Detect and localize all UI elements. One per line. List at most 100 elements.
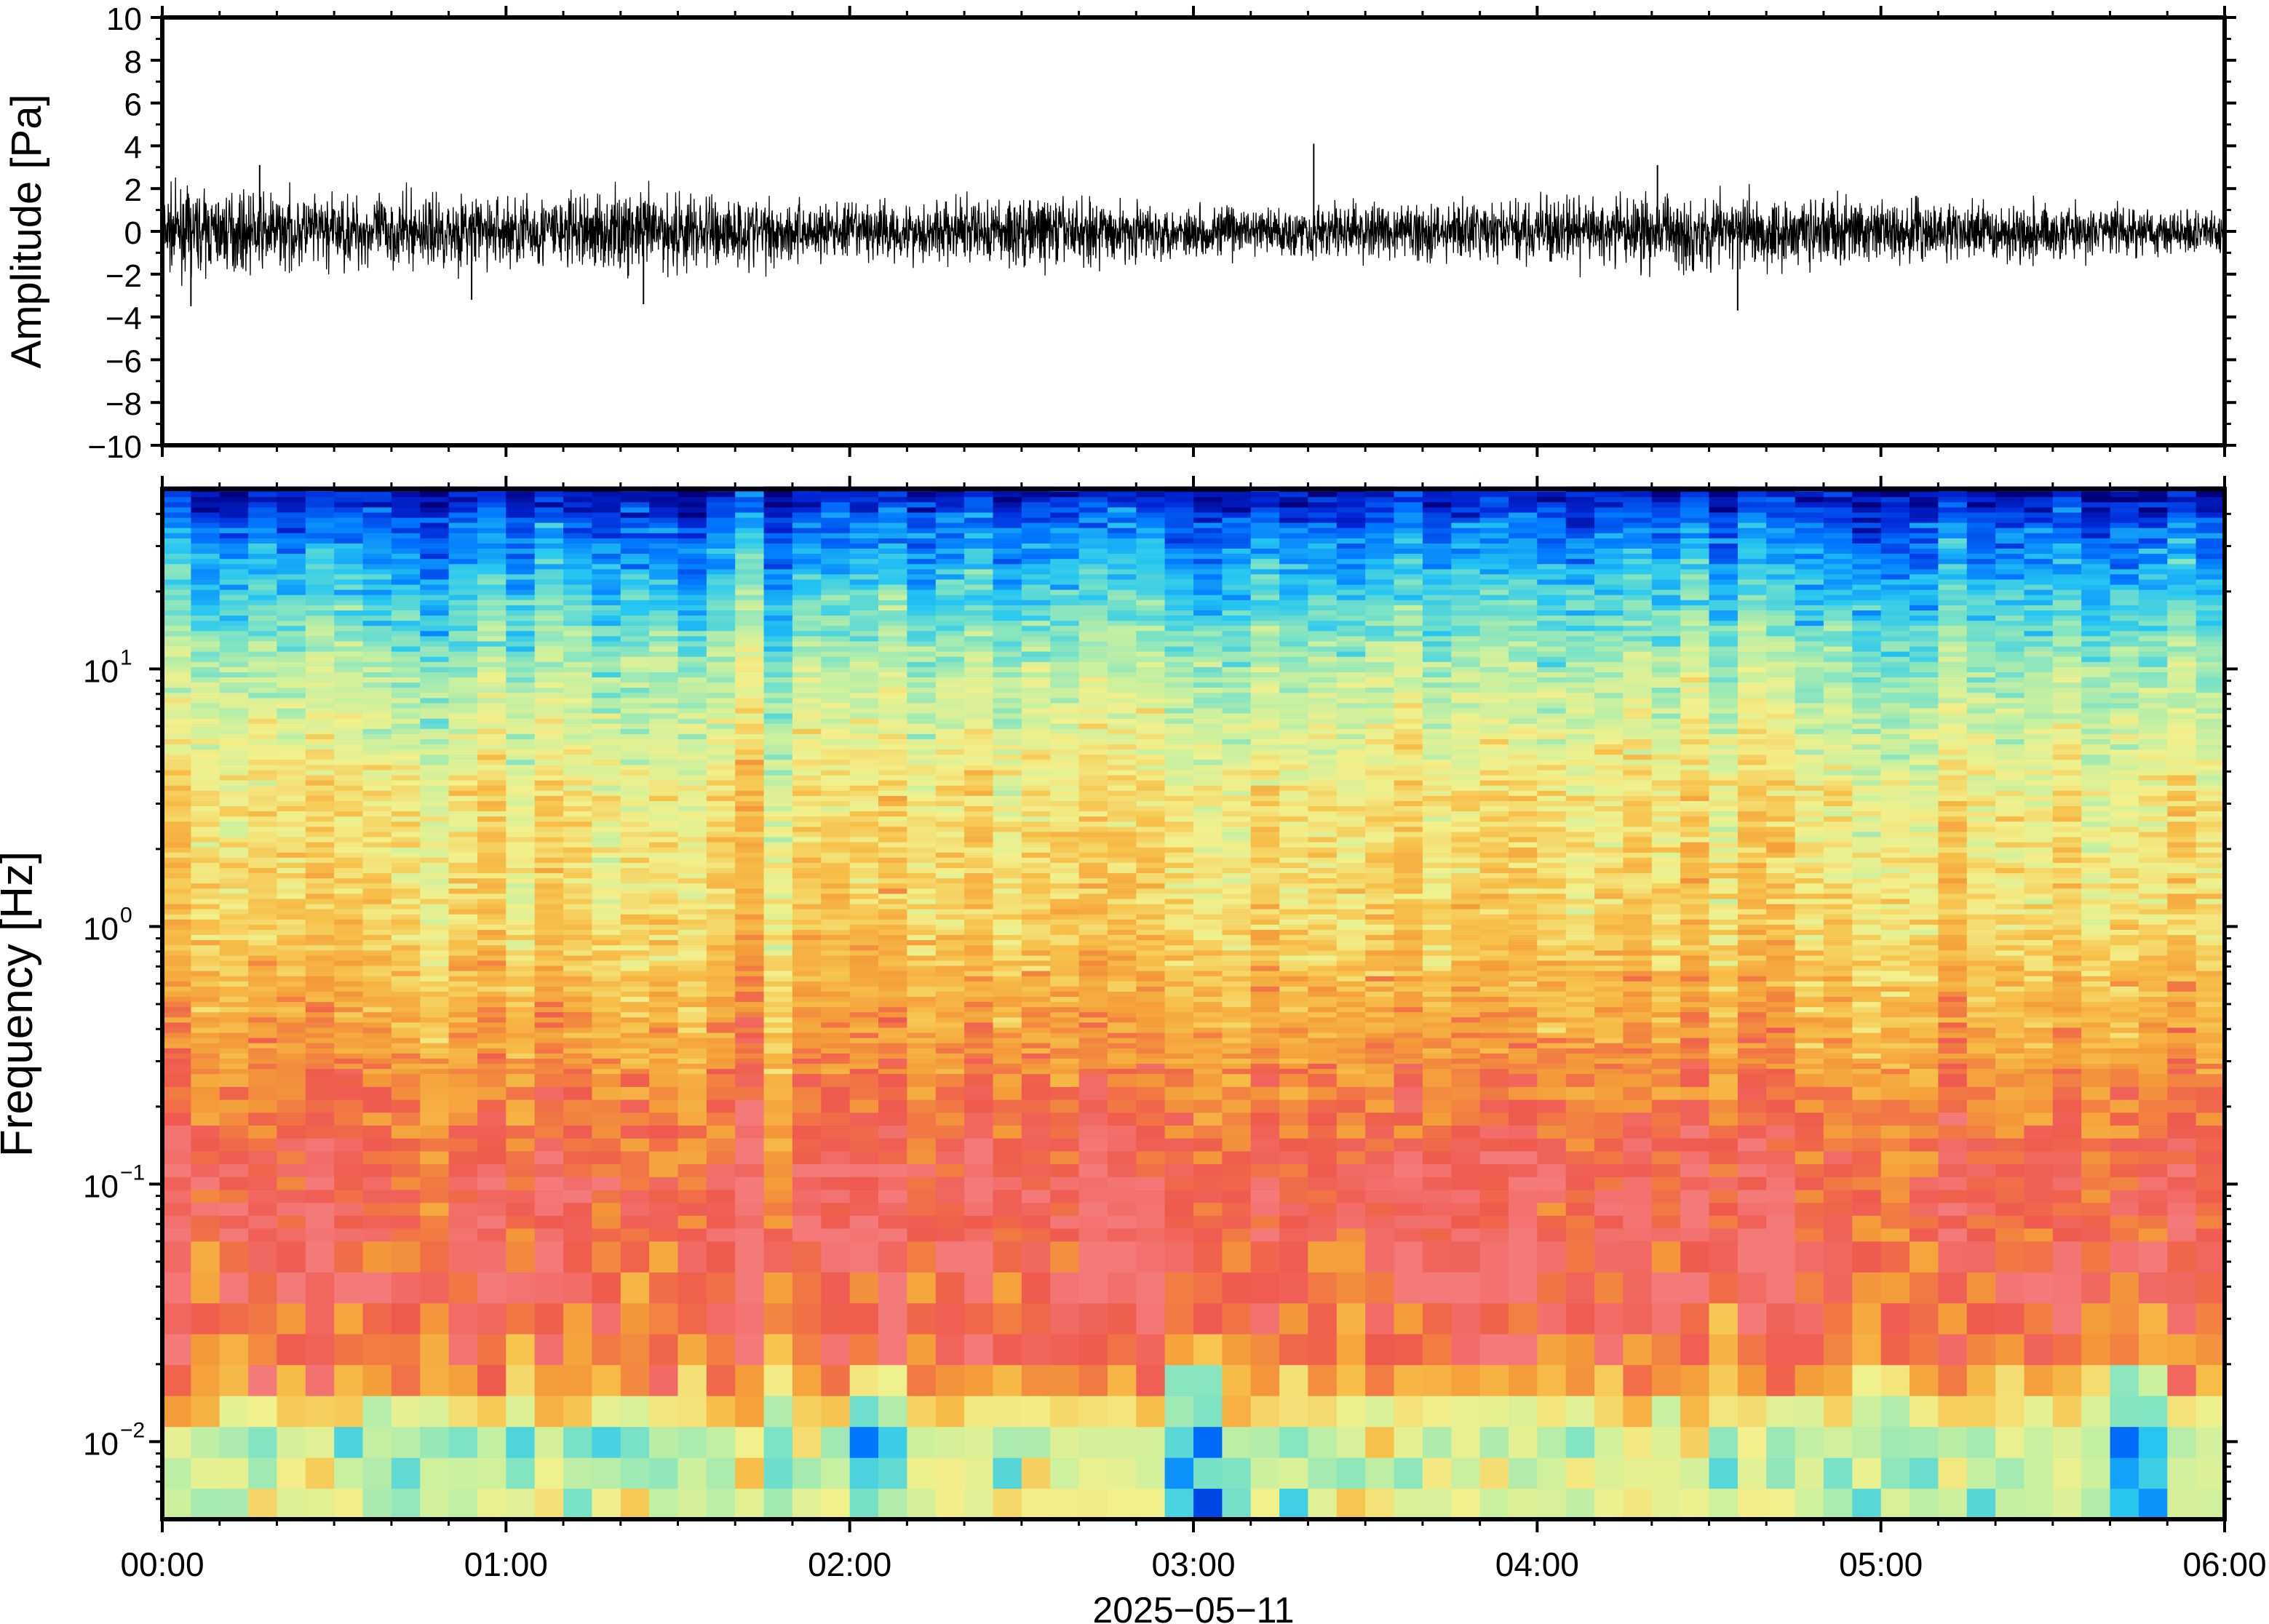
spectrogram-cell [362,692,392,698]
spectrogram-cell [735,1163,765,1177]
spectrogram-cell [534,1125,564,1139]
spectrogram-cell [1107,862,1137,868]
spectrogram-cell [1021,842,1051,848]
spectrogram-cell [1107,558,1137,565]
spectrogram-cell [849,971,879,976]
spectrogram-cell [334,1138,364,1152]
spectrogram-cell [677,914,707,920]
spectrogram-cell [763,533,793,538]
spectrogram-cell [248,1068,278,1075]
spectrogram-cell [620,1426,650,1458]
spectrogram-cell [563,790,593,796]
spectrogram-cell [735,986,765,992]
spectrogram-cell [248,651,278,657]
spectrogram-cell [448,1001,478,1008]
spectrogram-cell [792,538,822,544]
spectrogram-cell [563,615,593,621]
spectrogram-cell [534,1302,564,1334]
spectrogram-cell [1136,620,1166,626]
spectrogram-cell [1164,971,1194,976]
spectrogram-cell [821,1202,851,1216]
spectrogram-cell [506,661,536,667]
spectrogram-cell [1164,1426,1194,1458]
spectrogram-cell [677,682,707,688]
spectrogram-cell [448,645,478,652]
spectrogram-cell [706,630,736,637]
spectrogram-cell [277,862,306,868]
spectrogram-cell [620,645,650,652]
spectrogram-cell [1050,1073,1080,1087]
spectrogram-cell [1164,1163,1194,1177]
spectrogram-cell [1021,1177,1051,1190]
spectrogram-cell [592,877,621,884]
spectrogram-cell [420,996,450,1003]
spectrogram-cell [534,960,564,966]
spectrogram-cell [1164,934,1194,941]
spectrogram-cell [907,718,937,724]
spectrogram-cell [448,573,478,580]
spectrogram-cell [821,816,851,822]
spectrogram-cell [1078,728,1108,734]
spectrogram-cell [362,1177,392,1190]
spectrogram-cell [649,986,679,992]
spectrogram-cell [849,630,879,637]
spectrogram-cell [821,506,851,513]
spectrogram-cell [420,1488,450,1520]
spectrogram-cell [620,625,650,632]
spectrogram-cell [506,790,536,796]
spectrogram-cell [191,847,220,853]
spectrogram-cell [162,728,191,734]
spectrogram-cell [935,687,965,693]
spectrogram-cell [993,981,1022,987]
spectrogram-cell [334,944,364,951]
spectrogram-cell [935,1364,965,1396]
spectrogram-cell [763,939,793,946]
spectrogram-cell [821,594,851,600]
spectrogram-cell [334,965,364,971]
spectrogram-cell [620,929,650,935]
spectrogram-cell [1136,589,1166,595]
spectrogram-cell [219,605,249,610]
spectrogram-cell [1107,867,1137,874]
spectrogram-cell [162,1038,191,1043]
spectrogram-cell [1164,877,1194,884]
spectrogram-cell [763,1068,793,1075]
spectrogram-cell [878,1112,907,1126]
spectrogram-cell [592,682,621,688]
spectrogram-cell [191,1364,220,1396]
spectrogram-cell [305,780,335,786]
spectrogram-cell [534,811,564,817]
spectrogram-cell [506,723,536,729]
spectrogram-cell [1021,584,1051,590]
spectrogram-cell [1107,1396,1137,1428]
spectrogram-cell [277,996,306,1003]
spectrogram-cell [1136,934,1166,941]
spectrogram-cell [1021,1150,1051,1165]
spectrogram-cell [706,1048,736,1054]
spectrogram-cell [878,1086,907,1100]
spectrogram-cell [993,1053,1022,1059]
spectrogram-cell [735,774,765,781]
spectrogram-cell [563,852,593,858]
spectrogram-cell [1164,939,1194,946]
spectrogram-cell [993,1011,1022,1018]
spectrogram-cell [1078,939,1108,946]
spectrogram-cell [420,939,450,946]
spectrogram-cell [420,677,450,683]
spectrogram-cell [334,749,364,755]
spectrogram-cell [477,1068,506,1075]
spectrogram-cell [420,589,450,595]
spectrogram-cell [1164,811,1194,817]
spectrogram-cell [677,903,707,909]
spectrogram-cell [334,528,364,533]
spectrogram-cell [792,816,822,822]
spectrogram-cell [821,491,851,498]
spectrogram-cell [677,573,707,580]
spectrogram-cell [677,821,707,827]
spectrogram-cell [362,986,392,992]
spectrogram-cell [391,1334,421,1366]
spectrogram-cell [1164,749,1194,755]
spectrogram-cell [935,769,965,776]
spectrogram-cell [1021,960,1051,966]
spectrogram-cell [620,1396,650,1428]
